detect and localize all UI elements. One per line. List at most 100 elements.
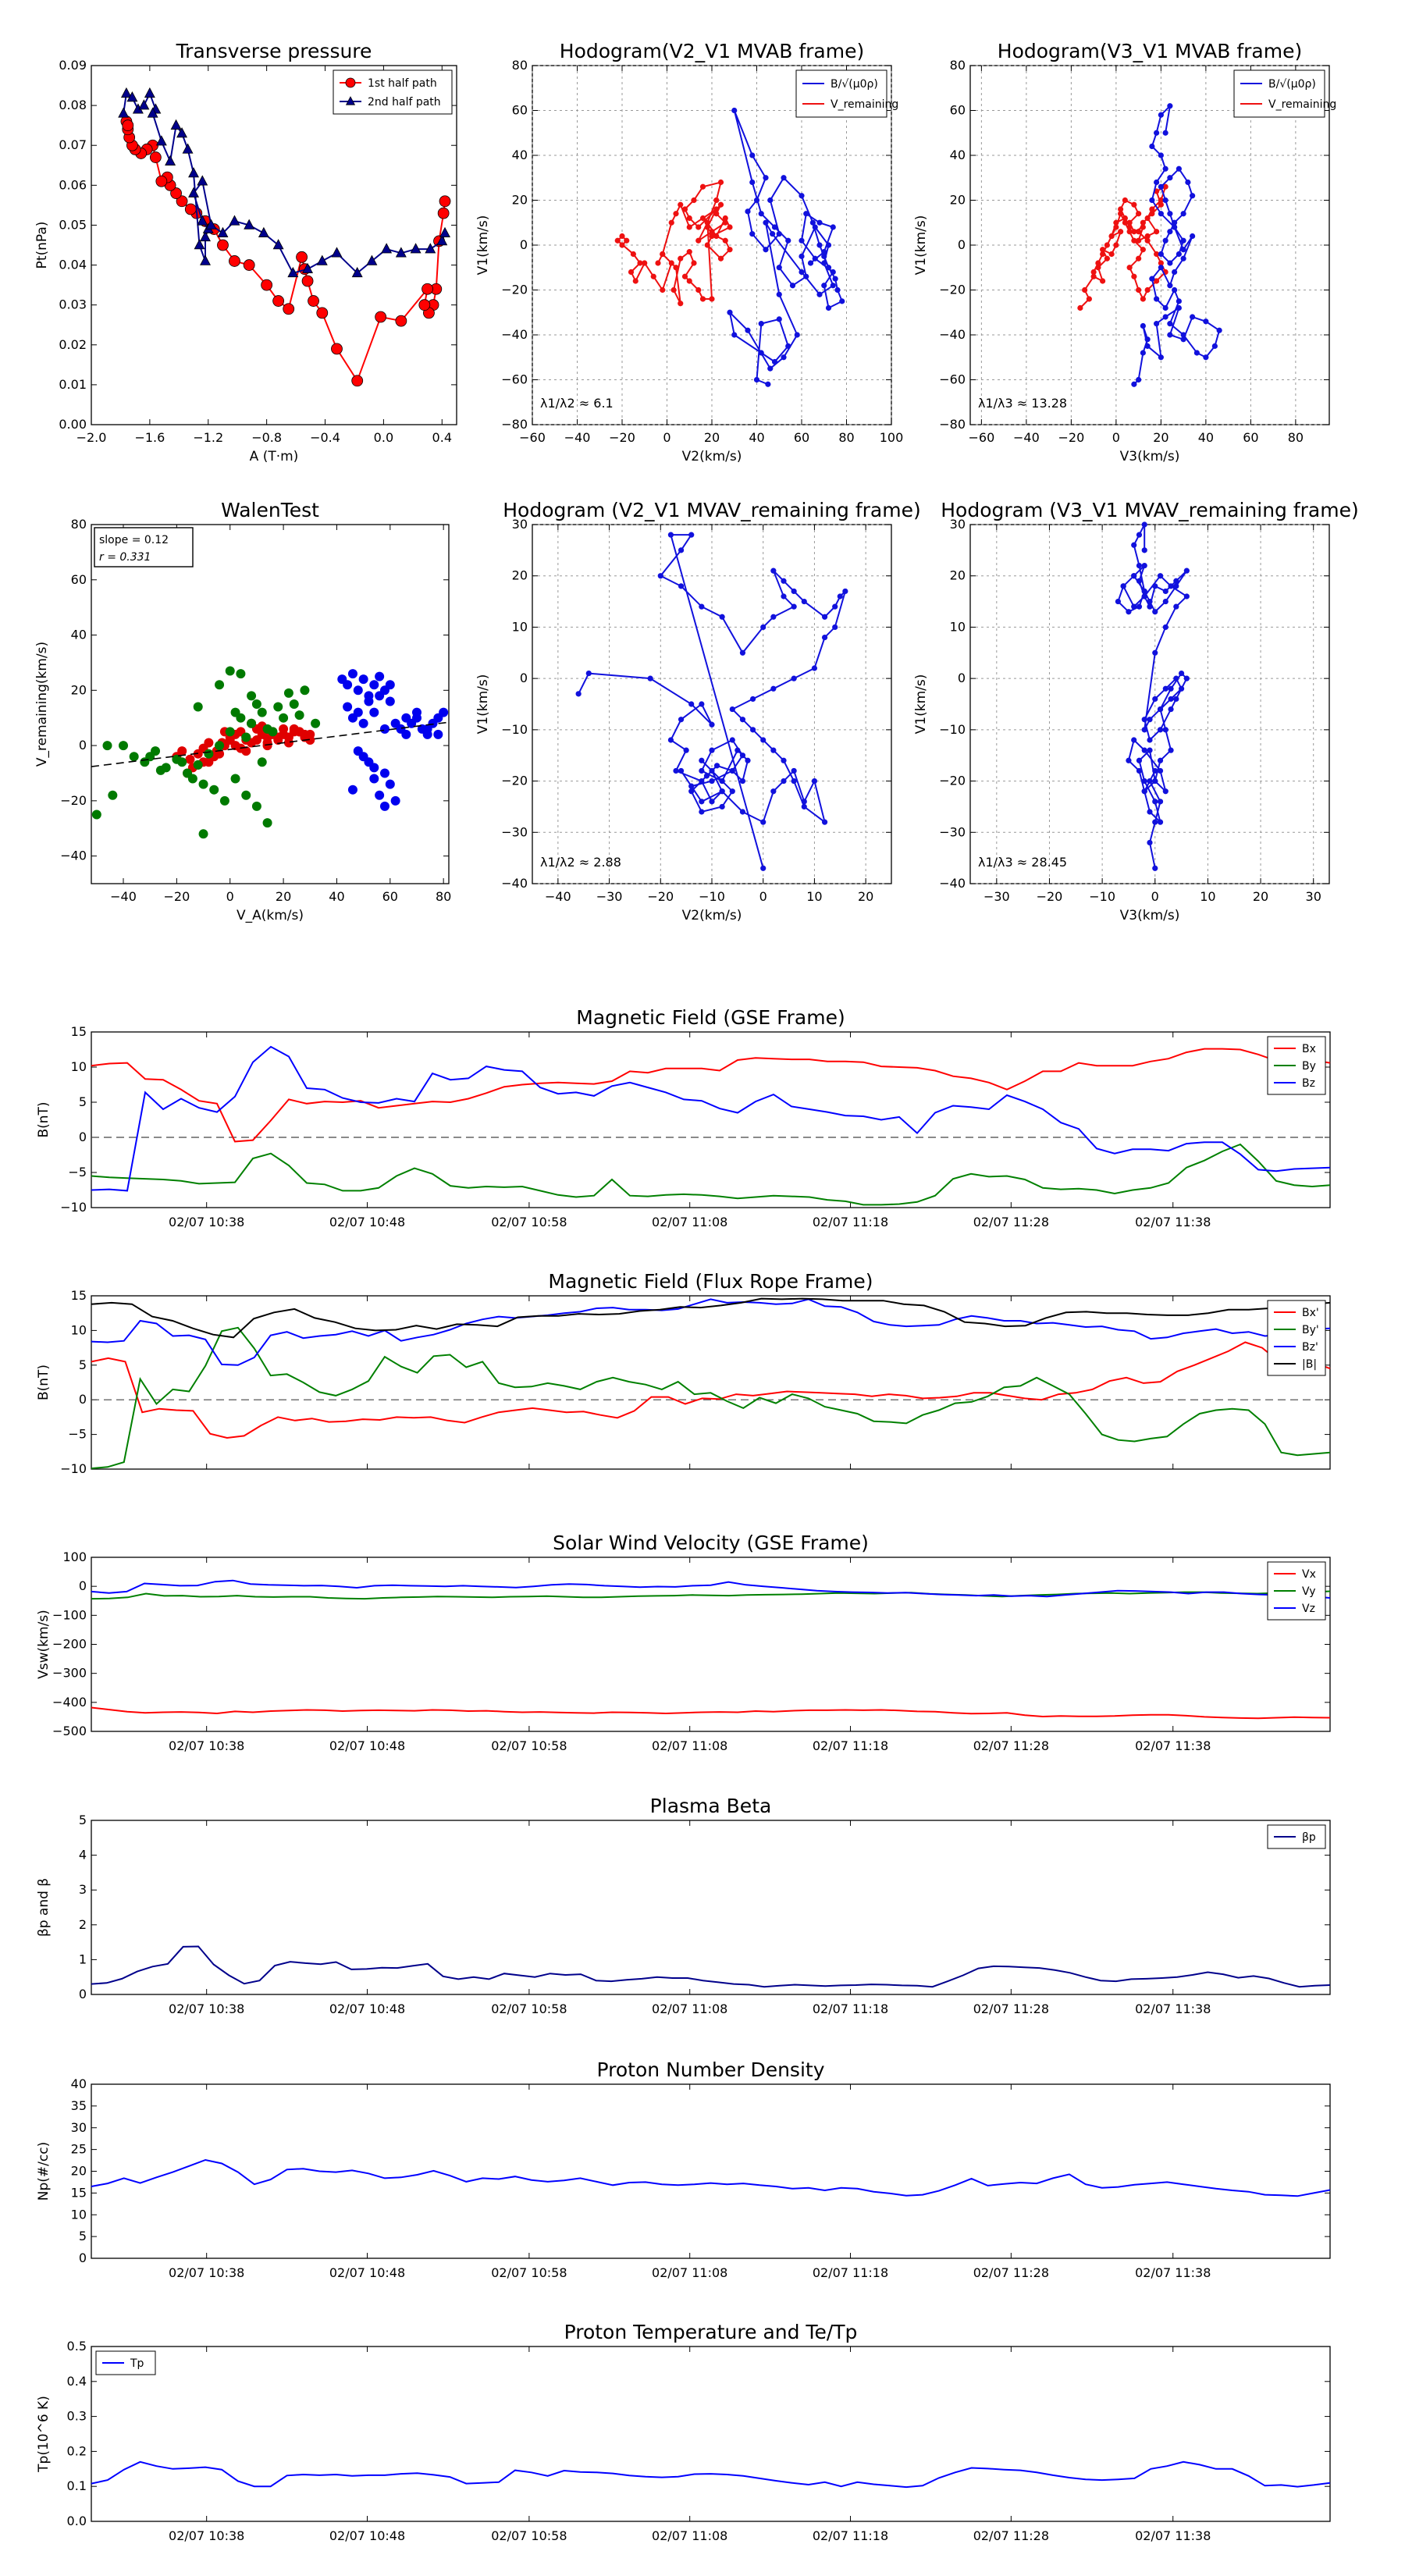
solar_wind_velocity-series-line — [91, 1579, 1331, 1599]
transverse_pressure-point — [138, 99, 150, 110]
hodogram_v3v1_mvav-point — [1183, 675, 1190, 681]
hodogram_v3v1_mvab-point — [1158, 152, 1164, 158]
hodogram_v3v1_mvab-point — [1140, 350, 1146, 356]
hodogram_v3v1_mvab-point — [1149, 143, 1155, 150]
transverse_pressure-point — [144, 87, 155, 98]
hodogram_v2v1_mvav-point — [749, 727, 756, 733]
plasma_beta-panel: 0 1 2 3 4 5 Plasma Beta βp and β 02/07 10:38 02/0… — [36, 1795, 1331, 2016]
proton_temperature-ylabel: Tp(10^6 K) — [36, 2396, 52, 2473]
hodogram_v3v1_mvab-point — [1118, 211, 1124, 217]
hodogram_v2v1_mvab-point — [785, 343, 791, 349]
hodogram_v3v1_mvab-point — [1190, 314, 1196, 320]
walen_test-point — [273, 702, 283, 712]
solar_wind_velocity-legend-label: Vz — [1302, 1603, 1315, 1615]
hodogram_v3v1_mvav-point — [1136, 562, 1143, 569]
hodogram_v2v1_mvab-point — [799, 193, 805, 199]
solar_wind_velocity-title: Solar Wind Velocity (GSE Frame) — [553, 1532, 869, 1554]
hodogram_v3v1_mvav-point — [1147, 747, 1153, 753]
magnetic_field_flux_rope-title: Magnetic Field (Flux Rope Frame) — [548, 1270, 873, 1293]
hodogram_v2v1_mvab-point — [704, 242, 710, 248]
transverse_pressure-point — [439, 195, 451, 208]
hodogram_v3v1_mvab-ytick-label: 80 — [950, 58, 966, 73]
magnetic_field_flux_rope-series-line — [91, 1297, 1331, 1339]
hodogram_v2v1_mvab-ratio-annotation: λ1/λ2 ≈ 6.1 — [540, 396, 614, 411]
hodogram_v3v1_mvab-point — [1162, 304, 1168, 311]
proton_number_density-ytick-label: 25 — [71, 2142, 87, 2157]
hodogram_v3v1_mvav-point — [1152, 583, 1158, 589]
hodogram_v2v1_mvab-ylabel: V1(km/s) — [475, 215, 491, 276]
transverse_pressure-point — [155, 175, 168, 187]
hodogram_v3v1_mvab-point — [1167, 260, 1173, 266]
hodogram_v2v1_mvab-point — [781, 354, 787, 361]
plasma_beta-plot-frame — [91, 1820, 1331, 1995]
transverse_pressure-point — [272, 295, 285, 307]
hodogram_v3v1_mvav-ytick-label: 30 — [950, 517, 966, 532]
hodogram_v2v1_mvav-point — [781, 593, 787, 600]
hodogram_v2v1_mvab-point — [637, 260, 643, 266]
proton_temperature-legend — [95, 2350, 156, 2375]
walen_test-point — [251, 801, 261, 811]
hodogram_v2v1_mvab-ytick-label: 40 — [512, 148, 528, 162]
hodogram_v2v1_mvav-point — [801, 598, 807, 605]
transverse_pressure-legend-marker — [345, 77, 356, 88]
walen_test-point — [385, 680, 395, 690]
transverse_pressure-point — [188, 187, 200, 197]
hodogram_v2v1_mvav-point — [739, 649, 746, 656]
proton_number_density-ytick-label: 10 — [71, 2207, 87, 2222]
hodogram_v3v1_mvav-point — [1157, 757, 1164, 763]
hodogram_v3v1_mvab-xlabel: V3(km/s) — [1120, 449, 1180, 464]
transverse_pressure-point — [258, 226, 269, 237]
hodogram_v2v1_mvav-xtick-label: 20 — [858, 889, 873, 904]
hodogram_v2v1_mvab-point — [722, 215, 728, 222]
hodogram_v3v1_mvab-point — [1100, 251, 1106, 258]
hodogram_v3v1_mvab-point — [1144, 286, 1151, 294]
plasma_beta-series-line — [91, 1945, 1331, 1988]
hodogram_v3v1_mvab-xtick-label: 20 — [1153, 430, 1168, 445]
walen_test-point — [236, 669, 246, 679]
hodogram_v3v1_mvab-point — [1113, 219, 1119, 226]
walen_test-point — [411, 707, 422, 717]
plasma_beta-ytick-label: 5 — [79, 1813, 87, 1827]
hodogram_v3v1_mvab-point — [1162, 165, 1168, 172]
hodogram_v2v1_mvab-point — [713, 211, 720, 217]
hodogram_v2v1_mvav-point — [770, 614, 777, 620]
proton_temperature-xtick-label: 02/07 11:28 — [973, 2528, 1049, 2543]
proton_number_density-plot-frame — [91, 2083, 1331, 2259]
hodogram_v2v1_mvab-point — [699, 215, 706, 222]
magnetic_field_gse-title: Magnetic Field (GSE Frame) — [576, 1006, 845, 1029]
hodogram_v2v1_mvav-ratio-annotation: λ1/λ2 ≈ 2.88 — [540, 855, 621, 870]
walen_test-point — [289, 727, 299, 737]
proton_temperature-ytick-label: 0.4 — [67, 2374, 87, 2389]
transverse_pressure-point — [205, 219, 217, 229]
hodogram_v3v1_mvab-point — [1158, 183, 1164, 190]
hodogram_v3v1_mvab-point — [1180, 336, 1186, 343]
hodogram_v2v1_mvav-point — [801, 799, 807, 805]
hodogram_v2v1_mvab-point — [825, 242, 832, 248]
walen_test-point — [289, 699, 299, 709]
hodogram_v2v1_mvab-point — [655, 260, 661, 266]
hodogram_v2v1_mvab-ytick-label: 0 — [520, 237, 528, 252]
hodogram_v2v1_mvav-point — [688, 783, 695, 789]
transverse_pressure-point — [351, 375, 364, 387]
hodogram_v2v1_mvav-point — [791, 588, 797, 595]
hodogram_v2v1_mvab-point — [727, 309, 733, 315]
hodogram_v2v1_mvab-point — [614, 237, 621, 244]
hodogram_v3v1_mvab-ytick-label: −20 — [939, 283, 966, 297]
hodogram_v2v1_mvab-point — [809, 219, 816, 226]
hodogram_v2v1_mvab-point — [799, 237, 805, 244]
hodogram_v3v1_mvav-xtick-label: −10 — [1089, 889, 1115, 904]
hodogram_v2v1_mvav-point — [832, 603, 838, 610]
hodogram_v3v1_mvab-point — [1082, 286, 1088, 294]
transverse_pressure-xtick-label: −2.0 — [76, 430, 107, 445]
hodogram_v2v1_mvav-point — [699, 701, 705, 707]
walen_test-point — [241, 732, 251, 742]
hodogram_v2v1_mvav-xtick-label: 10 — [806, 889, 822, 904]
solar_wind_velocity-ytick-label: 100 — [62, 1550, 87, 1564]
hodogram_v3v1_mvab-point — [1203, 318, 1209, 325]
hodogram_v2v1_mvab-point — [624, 237, 630, 244]
proton_temperature-ytick-label: 0.2 — [67, 2443, 87, 2458]
hodogram_v3v1_mvab-point — [1104, 255, 1110, 262]
hodogram_v3v1_mvav-point — [1152, 799, 1158, 805]
walen_test-point — [364, 757, 374, 767]
